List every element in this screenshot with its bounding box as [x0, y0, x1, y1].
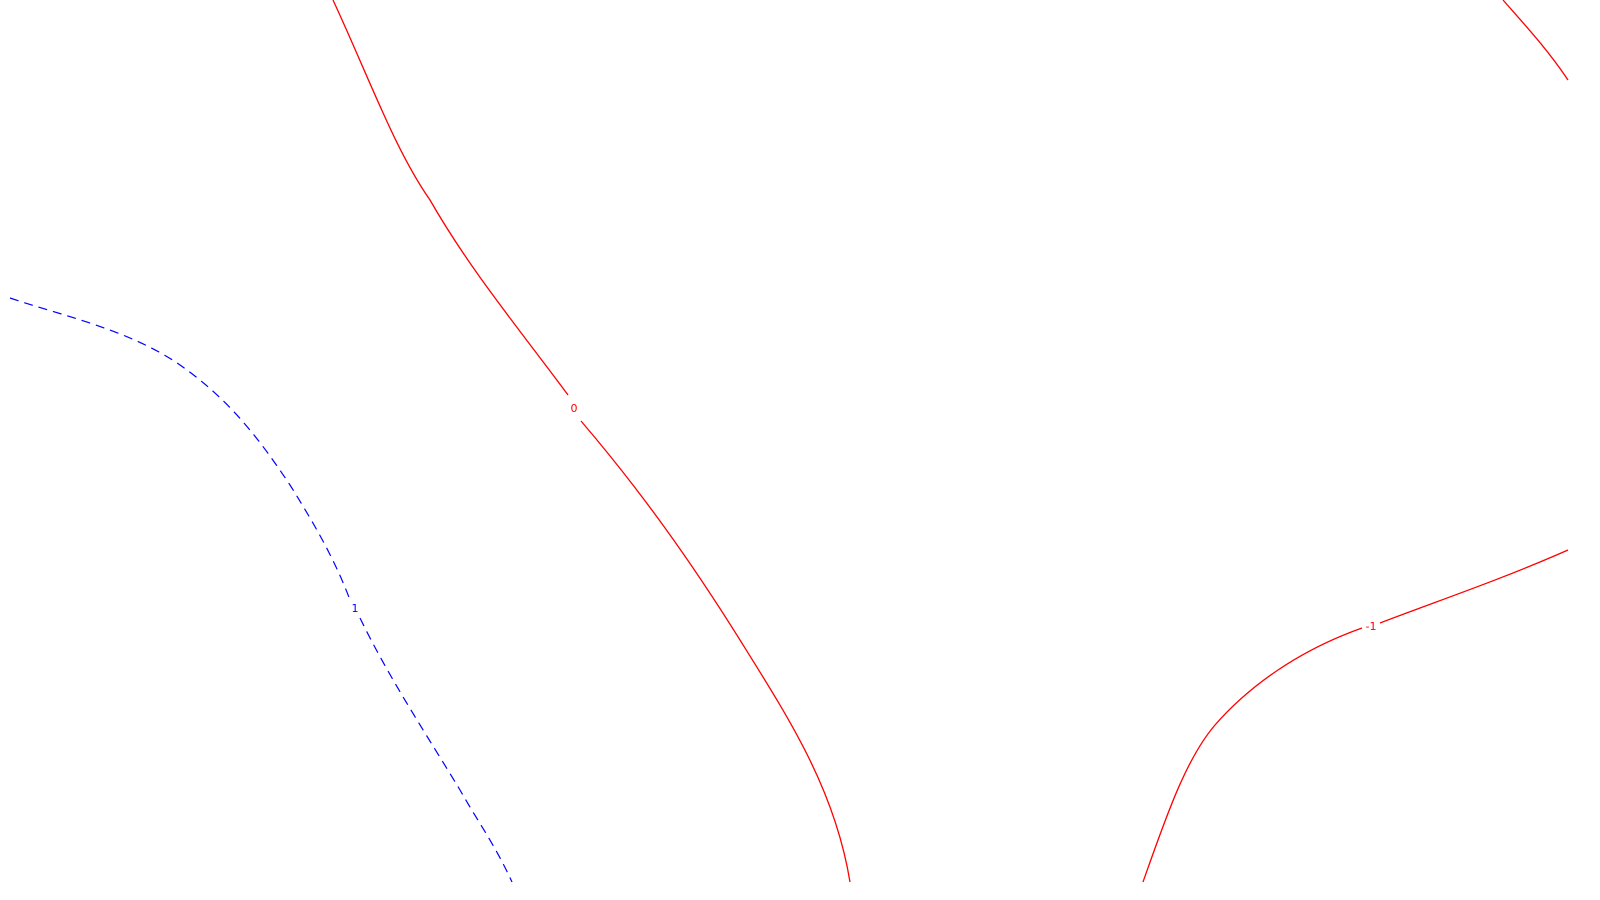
- contour-label-1: 1: [352, 602, 359, 615]
- contour-label-0: 0: [571, 402, 578, 415]
- contour-line-top-right: [1502, 0, 1569, 81]
- contour-line-0: [332, 0, 851, 883]
- contour-line-neg1: [1142, 549, 1569, 883]
- contour-label-neg1: -1: [1366, 620, 1377, 633]
- contour-line-1: [9, 297, 513, 883]
